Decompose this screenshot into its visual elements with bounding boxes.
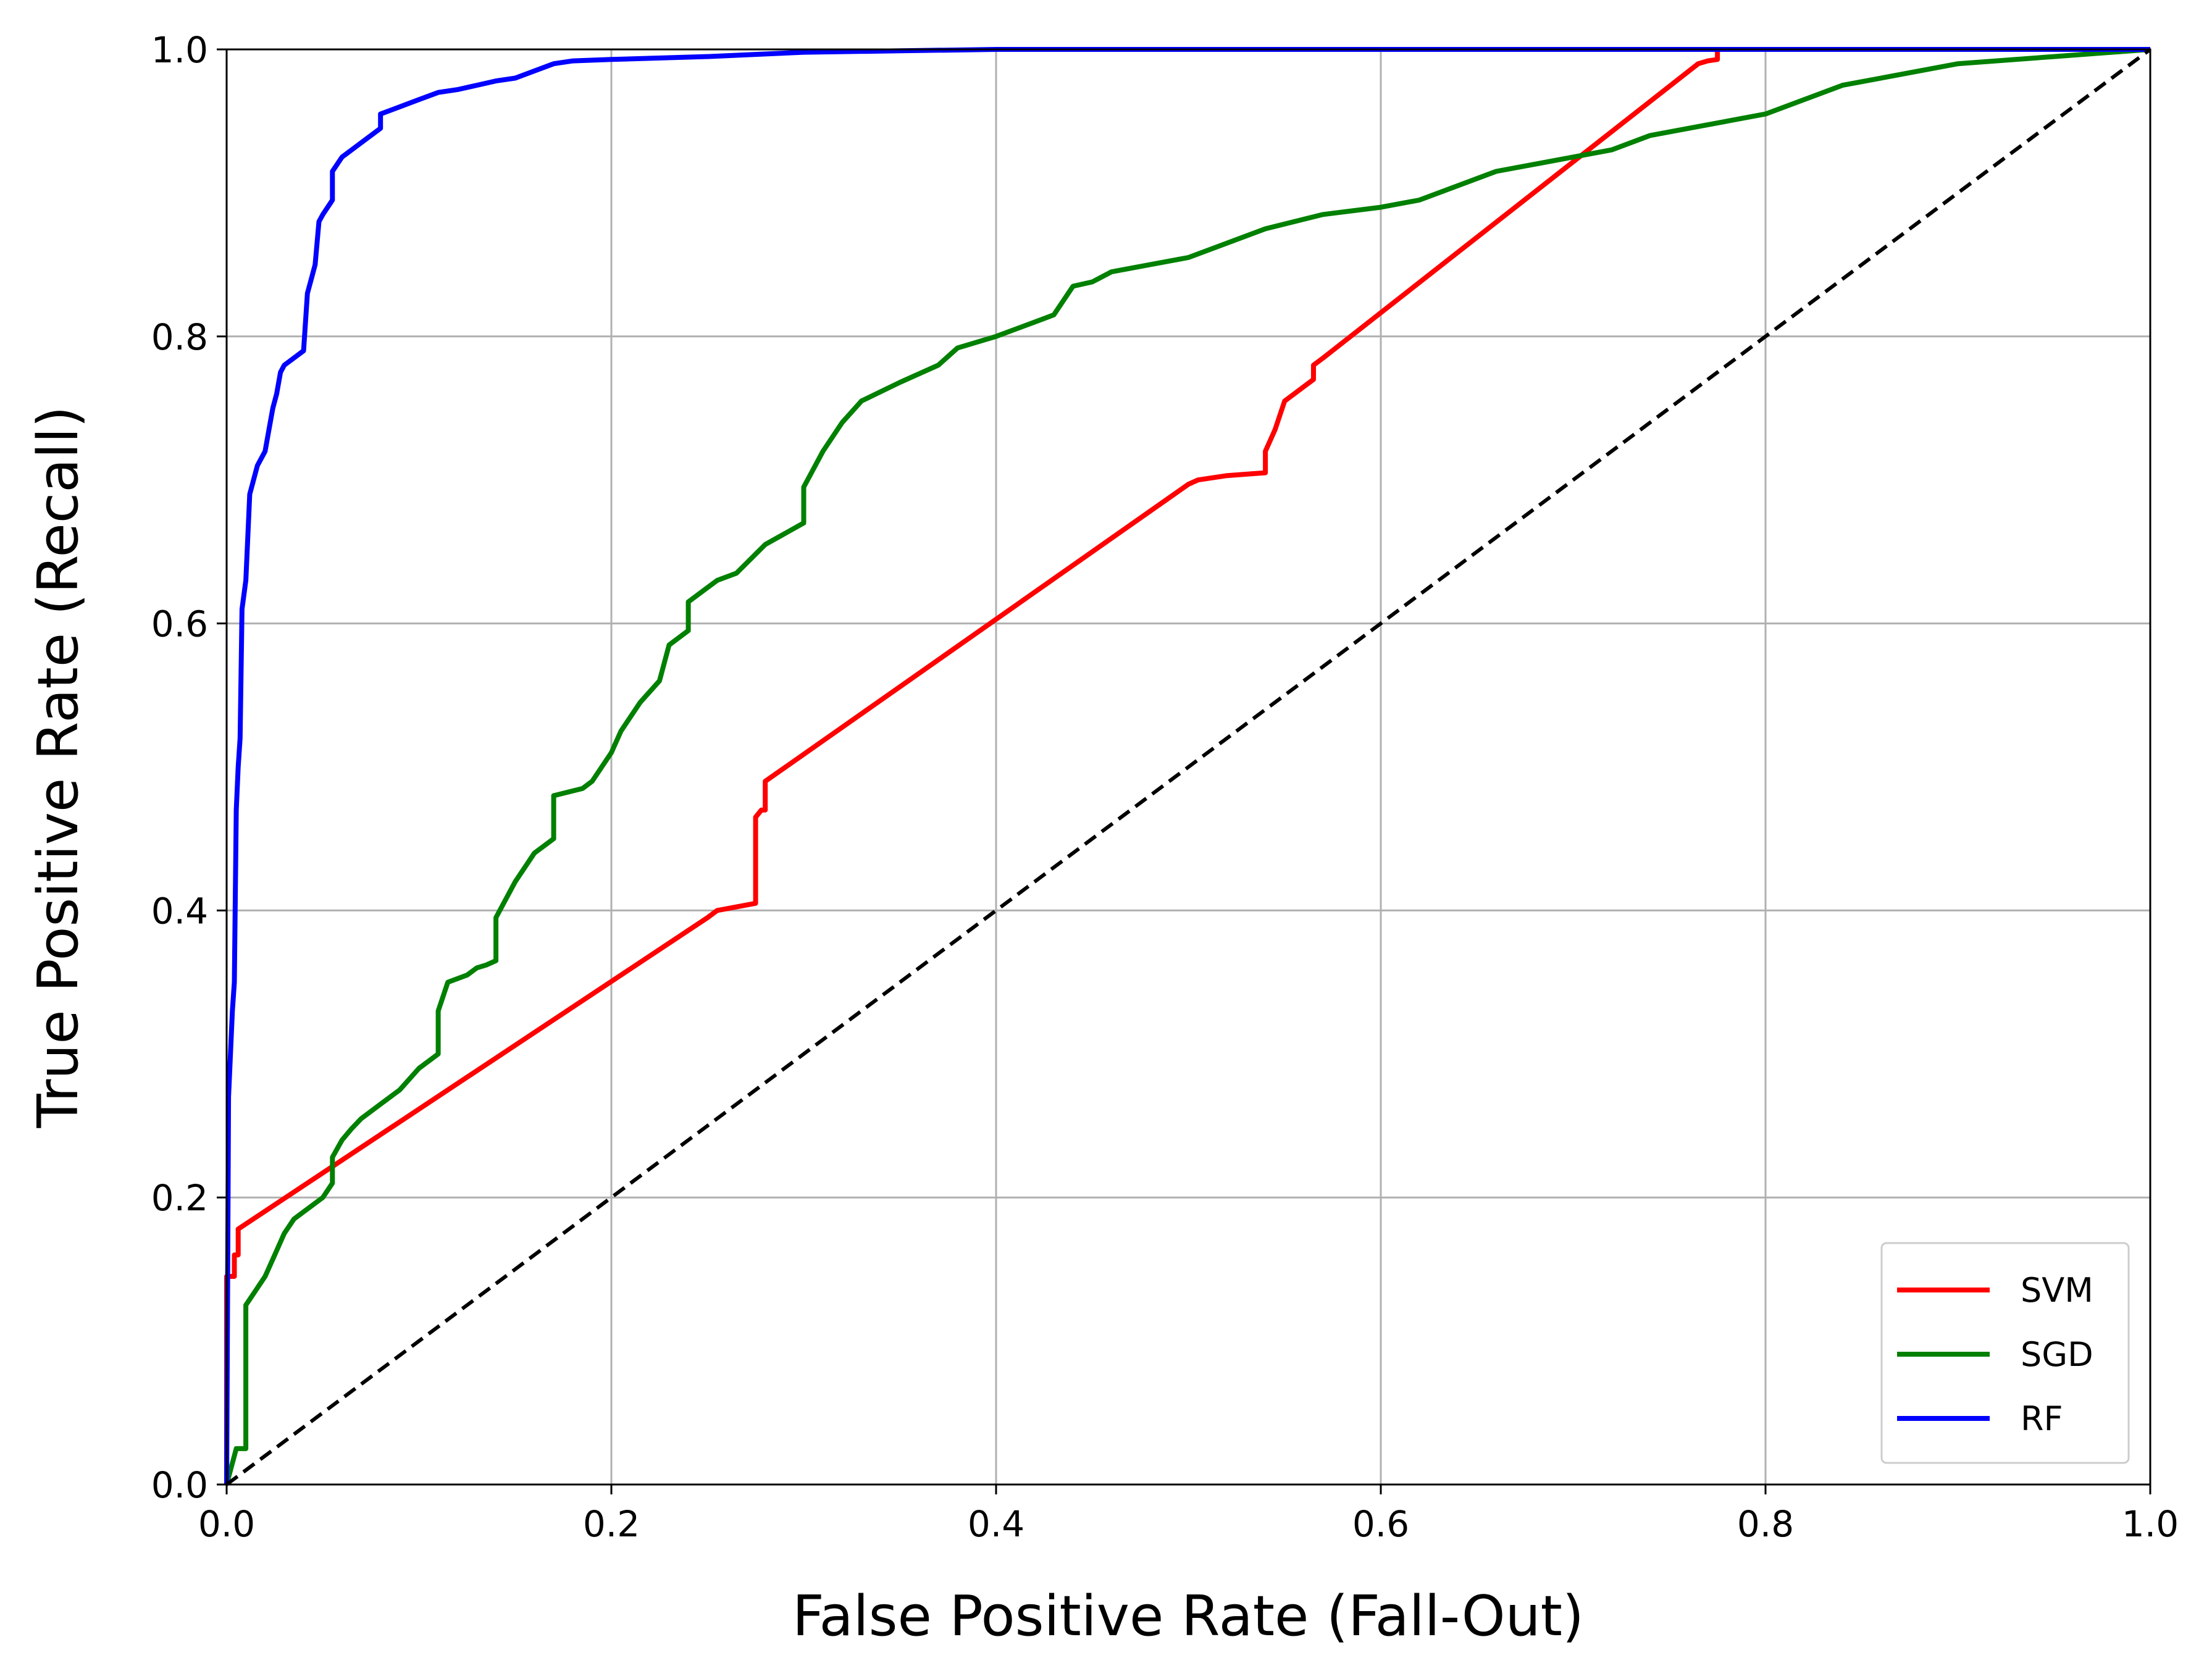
grid	[225, 48, 2151, 1486]
series-line-rf	[224, 47, 2150, 1485]
series-lines	[224, 47, 2151, 1486]
y-tick-label: 0.4	[151, 890, 208, 932]
y-tick-label: 1.0	[151, 29, 208, 71]
diagonal-reference-line	[225, 48, 2151, 1486]
x-tick-label: 0.6	[1352, 1503, 1409, 1545]
legend-label-sgd: SGD	[2021, 1335, 2093, 1374]
x-tick-label: 0.8	[1737, 1503, 1794, 1545]
plot-frame	[225, 48, 2151, 1486]
y-tick-label: 0.2	[151, 1177, 208, 1219]
axis-ticks: 0.0 0.2 0.4 0.6 0.8 1.0 0.0 0.2 0.4 0.6 0.8 1.0	[151, 29, 2179, 1545]
series-line-sgd	[224, 47, 2151, 1486]
legend: SVM SGD RF	[1880, 1242, 2130, 1464]
legend-box	[1880, 1242, 2130, 1464]
legend-label-svm: SVM	[2021, 1271, 2093, 1310]
x-tick-label: 1.0	[2122, 1503, 2179, 1545]
y-tick-label: 0.0	[151, 1464, 208, 1506]
series-line-svm	[224, 47, 2150, 1485]
x-axis-label: False Positive Rate (Fall-Out)	[792, 1584, 1584, 1649]
x-tick-label: 0.0	[198, 1503, 255, 1545]
y-tick-label: 0.8	[151, 316, 208, 358]
y-axis-label: True Positive Rate (Recall)	[26, 406, 91, 1128]
y-tick-label: 0.6	[151, 603, 208, 645]
x-tick-label: 0.4	[968, 1503, 1024, 1545]
legend-label-rf: RF	[2021, 1399, 2063, 1438]
x-tick-label: 0.2	[583, 1503, 640, 1545]
